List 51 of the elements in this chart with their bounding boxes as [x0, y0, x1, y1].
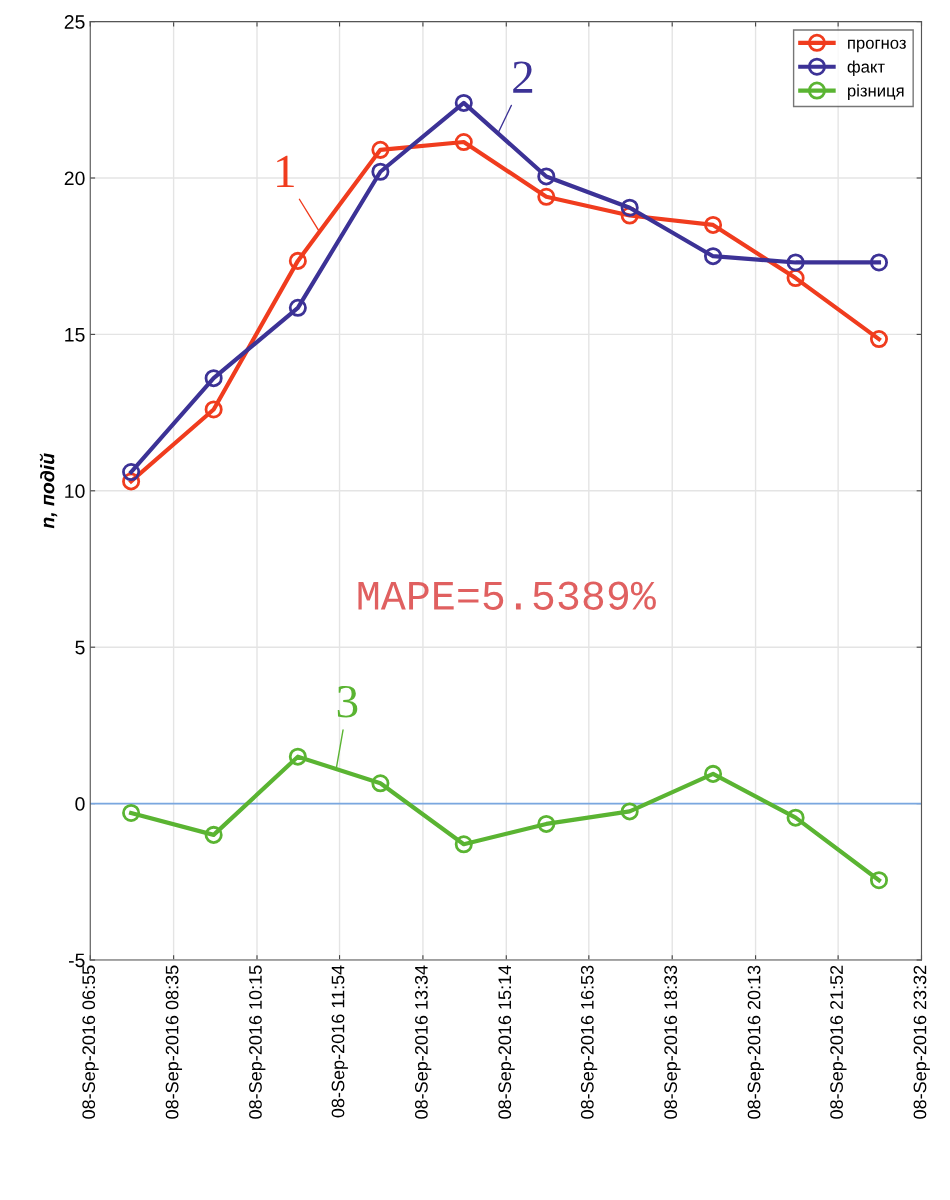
y-tick-label: 15: [65, 328, 85, 342]
x-tick-label: 08-Sep-2016 16:53: [580, 965, 598, 1119]
point: [288, 298, 307, 317]
x-tick-label: 08-Sep-2016 18:33: [664, 965, 681, 1119]
y-tick-label: 0: [75, 797, 85, 811]
x-tick-label: 08-Sep-2016 11:54: [331, 965, 348, 1118]
point: [122, 803, 141, 823]
point: [620, 802, 639, 821]
x-tick-label: 08-Sep-2016 13:34: [414, 965, 432, 1119]
point: [454, 133, 473, 152]
x-tick-label: 08-Sep-2016 15:14: [498, 965, 515, 1119]
legend-label: прогноз: [848, 39, 906, 53]
annotation: 1: [277, 155, 294, 188]
y-tick-label: 5: [75, 640, 85, 655]
y-tick-label: 10: [65, 484, 85, 499]
point: [869, 330, 889, 349]
annotation: MAPE=5.5389%: [358, 581, 656, 610]
point: [204, 825, 223, 844]
y-tick-label: 20: [64, 171, 85, 186]
point: [869, 871, 889, 890]
point: [704, 215, 723, 234]
y-tick-label: 25: [64, 15, 85, 29]
y-axis-title: n, подій: [39, 453, 58, 529]
x-tick-label: 08-Sep-2016 23:32: [913, 965, 930, 1119]
point: [537, 187, 556, 206]
point: [371, 162, 390, 181]
point: [371, 774, 390, 793]
point: [204, 400, 223, 419]
point: [869, 253, 889, 272]
point: [704, 247, 723, 266]
point: [704, 764, 723, 783]
annotation: 3: [337, 685, 358, 718]
point: [371, 140, 390, 159]
point: [288, 747, 307, 766]
point: [620, 198, 639, 217]
x-tick-label: 08-Sep-2016 20:13: [747, 965, 764, 1119]
point: [786, 253, 805, 272]
x-tick-label: 08-Sep-2016 10:15: [249, 965, 266, 1119]
point: [122, 463, 141, 482]
point: [537, 814, 556, 833]
point: [204, 369, 223, 388]
annotation: 2: [513, 61, 533, 93]
point: [288, 251, 307, 270]
legend-label: різниця: [848, 84, 904, 100]
point: [454, 93, 473, 112]
point: [537, 167, 556, 186]
point: [454, 835, 473, 854]
point: [786, 808, 805, 827]
x-tick-label: 08-Sep-2016 21:52: [830, 965, 847, 1119]
x-tick-label: 08-Sep-2016 08:35: [165, 965, 183, 1119]
legend-label: факт: [847, 60, 885, 77]
